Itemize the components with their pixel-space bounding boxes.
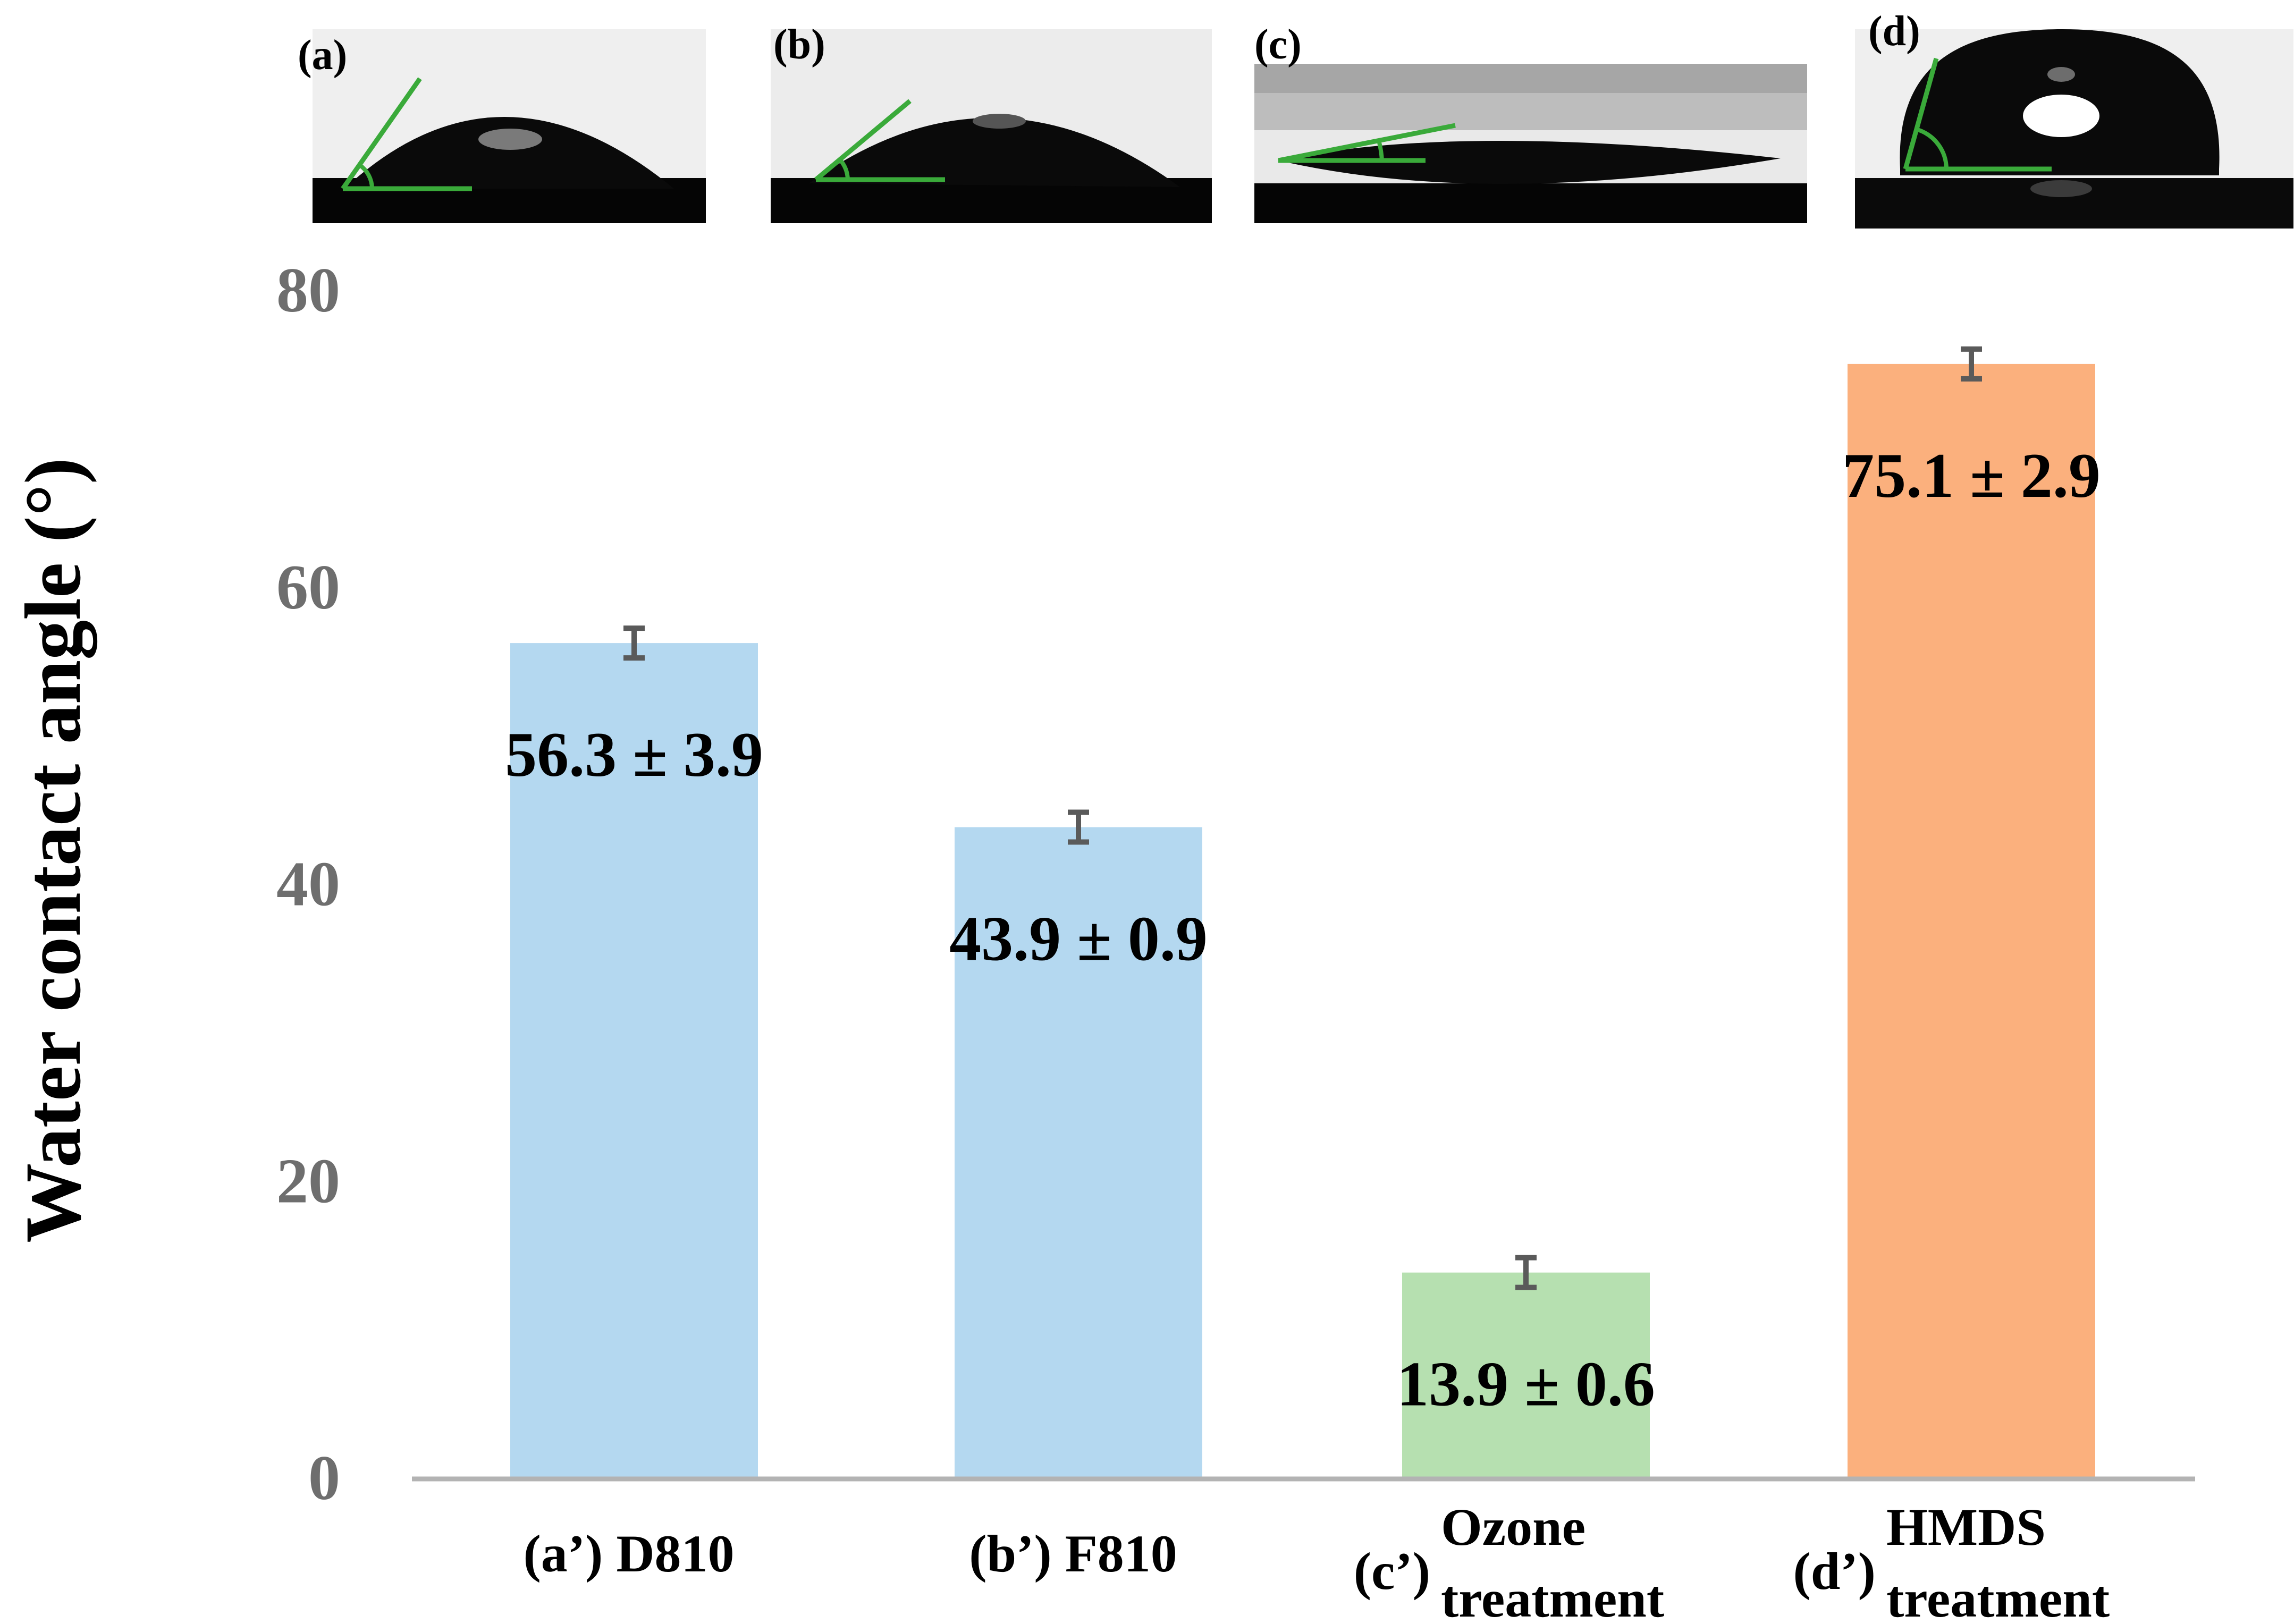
droplet-photo-a [313, 29, 706, 223]
droplet-photo-b [771, 29, 1212, 223]
error-bar [1515, 1255, 1537, 1290]
bar-chart: 0 20 40 60 80 56.3 ± 3.9 43.9 ± 0.9 13.9 ± 0.6… [276, 255, 2195, 1624]
x-tick-label-prefix: (d’) [1793, 1542, 1876, 1601]
x-tick-label-line1: Ozone [1441, 1498, 1585, 1557]
data-label: 43.9 ± 0.9 [949, 903, 1208, 974]
droplet-photo-d [1855, 29, 2293, 229]
x-tick-label-prefix: (c’) [1354, 1542, 1430, 1601]
bar [1848, 363, 2095, 1479]
data-label: 56.3 ± 3.9 [505, 719, 763, 790]
photo-label-d: (d) [1868, 8, 1920, 55]
droplet-photo-c [1254, 64, 1807, 223]
bars [510, 363, 2095, 1479]
data-label: 75.1 ± 2.9 [1842, 440, 2101, 511]
x-tick-label-line1: HMDS [1886, 1498, 2046, 1557]
photo-label-a: (a) [298, 32, 347, 79]
x-tick-label-line2: treatment [1886, 1569, 2110, 1624]
x-tick-label-line2: treatment [1441, 1569, 1664, 1624]
data-label: 13.9 ± 0.6 [1397, 1349, 1655, 1419]
y-tick-label: 80 [276, 255, 340, 325]
error-bars [623, 346, 1982, 1290]
y-tick-label: 40 [276, 849, 340, 919]
bar [510, 643, 758, 1479]
y-tick-label: 60 [276, 552, 340, 622]
data-labels: 56.3 ± 3.9 43.9 ± 0.9 13.9 ± 0.6 75.1 ± 2.9 [505, 440, 2101, 1419]
y-axis-title: Water contact angle (°) [9, 458, 97, 1243]
bar [1402, 1272, 1650, 1479]
y-axis-ticks: 0 20 40 60 80 [276, 255, 340, 1513]
x-tick-label: (a’) D810 [523, 1524, 734, 1583]
photo-label-c: (c) [1254, 21, 1302, 68]
y-tick-label: 0 [308, 1442, 340, 1513]
photo-label-b: (b) [773, 21, 825, 68]
error-bar [1961, 346, 1982, 382]
x-tick-label: (b’) F810 [969, 1524, 1177, 1583]
error-bar [623, 625, 645, 661]
bar [955, 827, 1202, 1479]
y-tick-label: 20 [276, 1145, 340, 1216]
error-bar [1068, 809, 1089, 845]
